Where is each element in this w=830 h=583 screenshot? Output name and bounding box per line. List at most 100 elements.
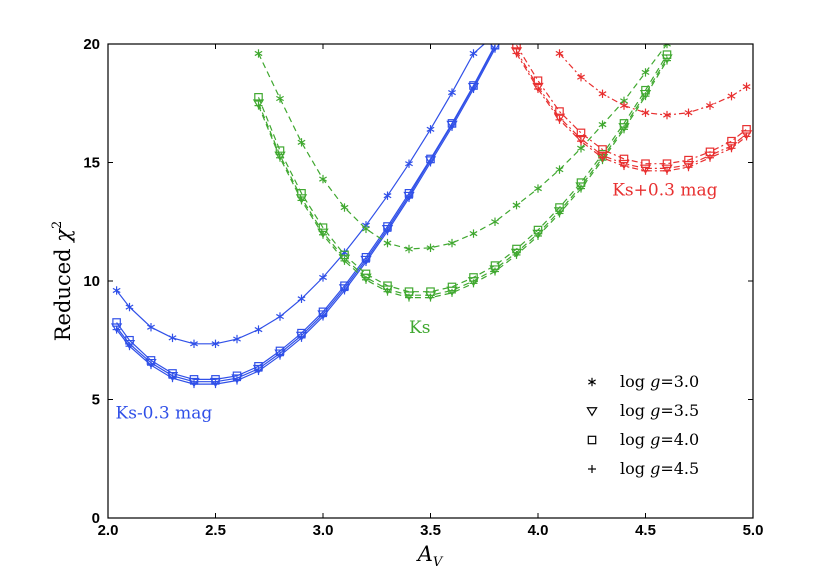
legend-label: log g=4.5 (620, 459, 699, 478)
annotation-ks: Ks (409, 318, 430, 338)
data-point (598, 145, 607, 154)
data-point (491, 30, 498, 38)
data-point (682, 161, 695, 171)
data-point (491, 267, 499, 276)
data-point (383, 238, 392, 248)
data-point (426, 243, 435, 253)
series-line-logg-4-5 (515, 53, 747, 172)
data-point (340, 286, 349, 295)
data-point (577, 184, 585, 193)
data-point (469, 49, 478, 58)
legend-marker-triangle-down-icon (586, 407, 598, 417)
data-point (727, 91, 736, 101)
tick-layer: 2.0 2.5 3.0 3.5 4.0 4.5 5.0 0 5 10 15 20 (83, 36, 763, 539)
data-point (297, 333, 306, 342)
series-line-logg-3 (559, 53, 747, 116)
annotation-layer: Ks-0.3 mag Ks Ks+0.3 mag (116, 181, 718, 424)
x-tick-label: 4.5 (635, 522, 656, 539)
data-point (319, 230, 327, 239)
y-tick-label: 10 (83, 273, 100, 290)
data-point (405, 194, 413, 203)
x-tick-label: 3.0 (313, 522, 334, 539)
data-point (577, 72, 585, 82)
legend: log g=3.0 log g=3.5 log g=4.0 log g=4.5 (586, 372, 699, 478)
data-point (405, 293, 413, 302)
data-point (362, 258, 370, 267)
data-point (618, 159, 630, 170)
y-tick-label: 20 (83, 36, 100, 53)
data-point (641, 68, 650, 77)
data-point (620, 162, 628, 171)
data-point (233, 334, 241, 344)
x-tick-label: 4.0 (528, 522, 549, 539)
data-point (577, 137, 585, 146)
data-point (576, 128, 586, 138)
series-layer (110, 30, 753, 389)
data-point (596, 151, 609, 161)
y-tick-label: 0 (92, 510, 100, 527)
data-point (297, 138, 306, 147)
data-point (211, 339, 220, 349)
plot-area (108, 44, 753, 518)
data-point (254, 49, 263, 58)
data-point (555, 107, 564, 116)
x-tick-label: 5.0 (743, 522, 764, 539)
data-point (512, 49, 521, 58)
data-point (426, 125, 435, 134)
data-point (661, 164, 673, 174)
data-point (555, 115, 564, 124)
data-point (297, 294, 306, 303)
data-point (211, 380, 220, 389)
data-point (639, 164, 652, 174)
series-group-ks-0-3-mag (110, 30, 500, 389)
data-point (254, 325, 263, 334)
data-point (405, 159, 413, 168)
data-point (446, 120, 458, 131)
annotation-ks-0-3-mag: Ks-0.3 mag (116, 403, 213, 423)
data-point (424, 156, 437, 166)
data-point (448, 88, 456, 97)
data-point (620, 101, 628, 110)
data-point (276, 312, 284, 321)
data-point (620, 125, 628, 134)
series-line-logg-4 (257, 54, 668, 293)
data-point (405, 244, 413, 254)
legend-marker-asterisk-icon (588, 377, 596, 387)
data-point (340, 203, 349, 212)
series-group-ks-0-3-mag (510, 44, 753, 175)
data-point (706, 153, 714, 162)
data-point (125, 302, 134, 312)
data-point (663, 44, 671, 49)
data-point (555, 209, 564, 218)
x-tick-label: 2.5 (205, 522, 226, 539)
x-axis-title: AV (416, 542, 444, 570)
data-point (555, 165, 564, 174)
data-point (319, 273, 327, 282)
data-point (534, 184, 542, 193)
data-point (319, 174, 327, 184)
data-point (684, 108, 693, 117)
data-point (276, 153, 284, 162)
data-point (512, 200, 521, 210)
data-point (742, 82, 751, 91)
data-point (188, 377, 200, 388)
y-axis-title: Reduced χ2 (50, 221, 75, 342)
data-point (426, 158, 435, 167)
data-point (491, 217, 499, 226)
legend-marker-square-icon (587, 435, 597, 445)
data-point (190, 380, 198, 389)
data-point (426, 293, 435, 302)
legend-label: log g=3.5 (620, 401, 699, 420)
data-point (641, 166, 650, 175)
data-point (231, 374, 243, 384)
data-point (534, 85, 542, 94)
data-point (112, 325, 121, 334)
data-point (469, 279, 478, 288)
x-tick-label: 2.0 (98, 522, 119, 539)
data-point (532, 82, 544, 93)
data-point (448, 238, 456, 248)
data-point (209, 377, 222, 388)
data-point (512, 44, 521, 50)
data-point (362, 275, 370, 284)
data-point (112, 286, 121, 295)
